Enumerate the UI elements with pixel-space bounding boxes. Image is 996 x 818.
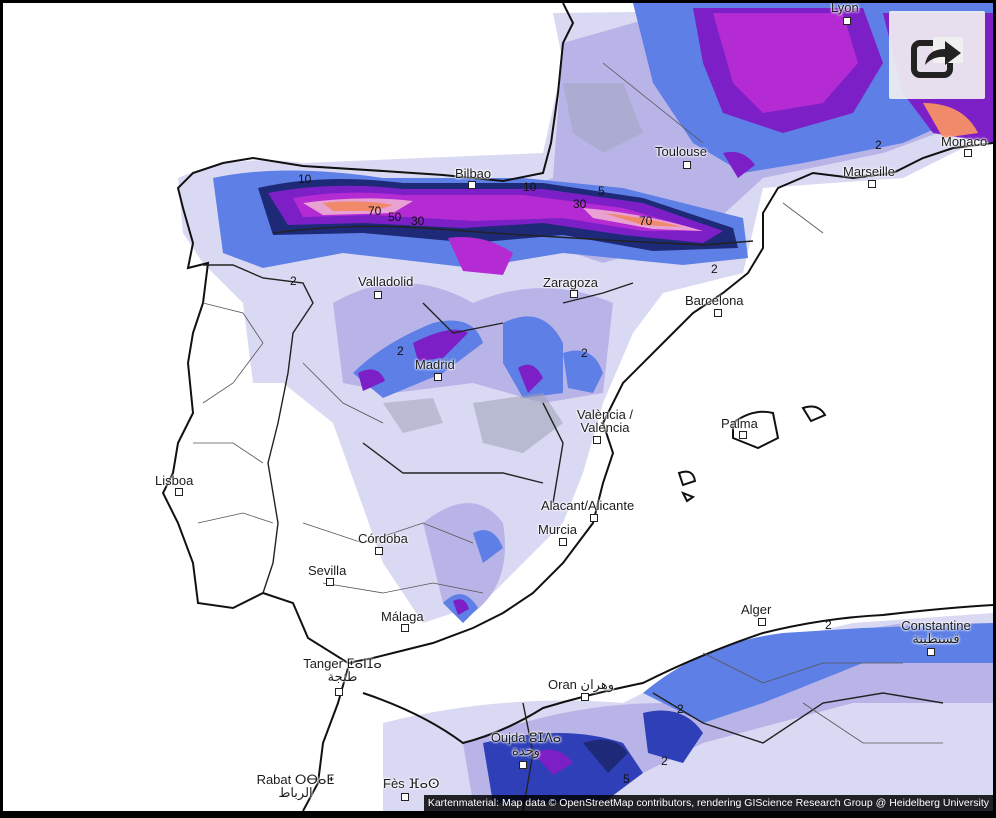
contour-label: 70 — [368, 204, 382, 218]
contour-label: 2 — [661, 754, 668, 768]
city-label-marseille: Marseille — [843, 164, 896, 179]
contour-label: 2 — [875, 138, 882, 152]
city-marker-malaga — [401, 624, 409, 632]
city-marker-fes — [401, 793, 409, 801]
contour-label: 5 — [598, 184, 605, 198]
contour-label: 30 — [411, 214, 425, 228]
city-label-oujda: Oujda ⵓⵊⴷⴰ وجدة — [490, 730, 562, 758]
city-marker-oujda — [519, 761, 527, 769]
contour-label: 2 — [581, 346, 588, 360]
city-marker-monaco — [964, 149, 972, 157]
city-marker-valladolid — [374, 291, 382, 299]
contour-label: 30 — [573, 197, 587, 211]
city-label-alger: Alger — [741, 602, 772, 617]
city-marker-lisboa — [175, 488, 183, 496]
contour-label: 50 — [388, 210, 402, 224]
city-label-palma: Palma — [721, 416, 758, 431]
city-marker-toulouse — [683, 161, 691, 169]
contour-label: 70 — [639, 214, 653, 228]
city-marker-madrid — [434, 373, 442, 381]
city-marker-murcia — [559, 538, 567, 546]
city-label-murcia: Murcia — [538, 522, 578, 537]
contour-label: 2 — [290, 274, 297, 288]
city-label-monaco: Monaco — [941, 134, 988, 149]
city-marker-alicante — [590, 514, 598, 522]
city-label-zaragoza: Zaragoza — [543, 275, 598, 290]
city-label-barcelona: Barcelona — [685, 293, 744, 308]
city-marker-cordoba — [375, 547, 383, 555]
region-borders — [193, 62, 943, 744]
city-label-toulouse: Toulouse — [655, 144, 708, 159]
share-arrow-icon — [911, 37, 963, 78]
city-marker-constantine — [927, 648, 935, 656]
city-marker-lyon — [843, 17, 851, 25]
contour-label: 2 — [825, 618, 832, 632]
contour-label: 2 — [711, 262, 718, 276]
city-label-bilbao: Bilbao — [455, 166, 492, 181]
city-marker-zaragoza — [570, 290, 578, 298]
contour-label: 10 — [298, 172, 312, 186]
share-button[interactable] — [889, 11, 985, 99]
city-marker-barcelona — [714, 309, 722, 317]
city-marker-tanger — [335, 688, 343, 696]
city-marker-alger — [758, 618, 766, 626]
city-label-malaga: Málaga — [381, 609, 424, 624]
city-label-lyon: Lyon — [831, 3, 859, 15]
borders — [203, 225, 944, 811]
city-label-oran: Oran وهران — [548, 677, 614, 692]
contour-label: 2 — [397, 344, 404, 358]
city-label-madrid: Madrid — [415, 357, 455, 372]
city-label-valladolid: Valladolid — [358, 274, 414, 289]
city-label-cordoba: Córdoba — [358, 531, 408, 546]
city-marker-sevilla — [326, 578, 334, 586]
city-label-valencia: València / València — [576, 407, 634, 435]
city-label-sevilla: Sevilla — [308, 563, 347, 578]
contour-label: 10 — [523, 180, 537, 194]
city-marker-marseille — [868, 180, 876, 188]
city-marker-palma — [739, 431, 747, 439]
contour-label: 2 — [677, 702, 684, 716]
map-frame: 70 50 30 30 10 10 70 2 2 2 2 5 2 2 5 2 2… — [3, 3, 993, 811]
contour-labels: 70 50 30 30 10 10 70 2 2 2 2 5 2 2 5 2 2 — [290, 138, 882, 786]
city-label-rabat: Rabat ⵔⴱⴰⵟ الرباط — [256, 772, 335, 800]
city-marker-bilbao — [468, 181, 476, 189]
city-marker-oran — [581, 693, 589, 701]
city-label-alicante: Alacant/Alicante — [541, 498, 635, 513]
city-marker-valencia — [593, 436, 601, 444]
map-attribution: Kartenmaterial: Map data © OpenStreetMap… — [423, 795, 993, 811]
city-label-lisboa: Lisboa — [155, 473, 194, 488]
city-label-fes: Fès ⴼⴰⵙ — [383, 776, 440, 791]
contour-label: 5 — [623, 772, 630, 786]
precipitation-map[interactable]: 70 50 30 30 10 10 70 2 2 2 2 5 2 2 5 2 2 — [3, 3, 993, 811]
city-label-tanger: Tanger ⵟⴰⵏⵊⴰ طنجة — [303, 656, 382, 684]
city-label-constantine: Constantine قسنطينة — [901, 618, 971, 646]
